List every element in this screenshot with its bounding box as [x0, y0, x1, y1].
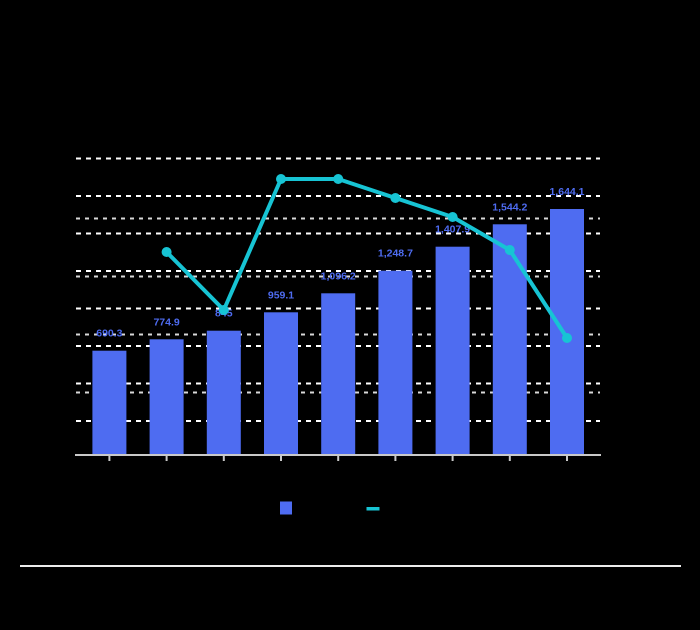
line-marker: [447, 212, 458, 222]
bar-value-label: 1,544.2: [492, 201, 527, 213]
bar: [435, 246, 470, 455]
bar-value-label: 959.1: [268, 289, 294, 301]
bar: [264, 312, 298, 455]
trend-line-group: [164, 177, 569, 340]
line-marker: [504, 245, 515, 255]
bar-value-label: 1,407.9: [435, 224, 470, 236]
bar: [206, 330, 241, 455]
bar-value-label: 1,644.1: [549, 186, 584, 198]
bar-value-label: 1,096.2: [321, 270, 356, 282]
bar-value-label: 690.3: [96, 328, 122, 340]
bar: [149, 339, 184, 455]
bar: [92, 350, 127, 455]
legend: [280, 501, 380, 515]
trend-line-markers: [161, 174, 572, 343]
legend-line-swatch: [366, 507, 380, 511]
bar-series: [92, 209, 584, 455]
legend-bar-swatch: [280, 501, 292, 515]
line-marker: [390, 193, 401, 203]
line-marker: [218, 305, 229, 315]
x-axis: [75, 454, 601, 461]
bar-value-label: 1,248.7: [378, 248, 413, 260]
line-marker: [333, 174, 344, 184]
line-marker: [562, 333, 572, 343]
bar: [492, 224, 527, 455]
bar-value-label: 774.9: [153, 316, 179, 328]
line-marker: [276, 174, 286, 184]
bar: [321, 293, 356, 455]
trend-line: [164, 177, 569, 340]
bar: [378, 270, 413, 455]
bar: [550, 209, 584, 455]
line-marker: [161, 247, 172, 257]
